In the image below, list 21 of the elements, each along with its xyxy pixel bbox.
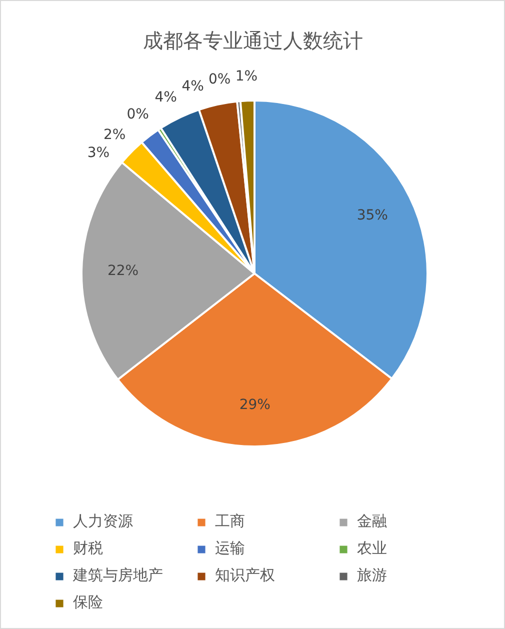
legend-label: 知识产权 [215, 566, 276, 585]
data-label: 0% [208, 72, 231, 88]
legend-label: 工商 [215, 512, 246, 531]
data-label: 0% [126, 106, 149, 123]
data-label: 22% [107, 263, 139, 280]
data-label: 3% [87, 145, 110, 162]
legend-label: 人力资源 [73, 512, 134, 531]
legend-label: 运输 [215, 539, 246, 558]
data-label: 4% [182, 78, 204, 94]
legend-label: 建筑与房地产 [73, 566, 164, 585]
legend-label: 旅游 [357, 566, 388, 585]
data-label: 2% [103, 126, 126, 143]
legend-label: 财税 [73, 539, 104, 558]
data-label: 35% [356, 207, 388, 224]
data-label: 1% [235, 68, 258, 85]
legend-label: 农业 [357, 539, 388, 558]
data-label: 4% [154, 90, 177, 106]
chart-title: 成都各专业通过人数统计 [143, 28, 363, 52]
legend-label: 金融 [357, 512, 388, 531]
legend-label: 保险 [73, 593, 104, 612]
data-label: 29% [239, 396, 270, 413]
